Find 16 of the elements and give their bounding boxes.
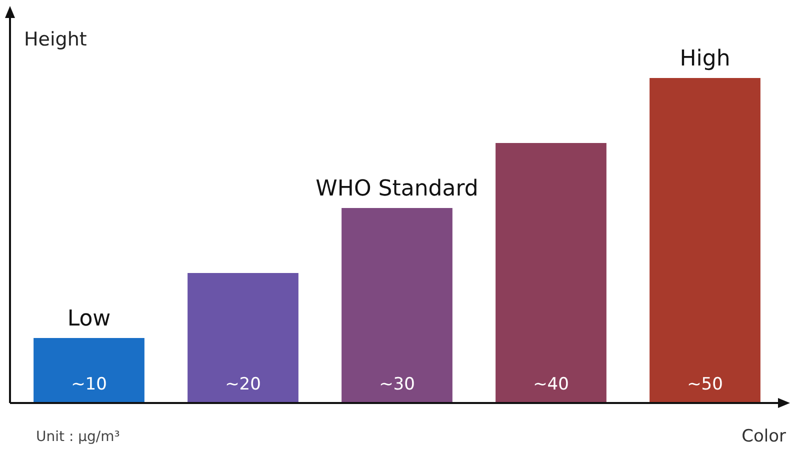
annotation: Low [67, 306, 111, 332]
data-label: ~50 [687, 374, 723, 394]
data-label: ~40 [533, 374, 569, 394]
annotation: WHO Standard [316, 176, 478, 202]
data-label: ~20 [225, 374, 261, 394]
x-axis-title: Color [742, 426, 786, 446]
data-label: ~30 [379, 374, 415, 394]
data-label: ~10 [71, 374, 107, 394]
bar [496, 143, 606, 403]
bar [650, 78, 760, 403]
annotation: High [680, 46, 730, 72]
bar [34, 338, 144, 403]
y-axis-title: Height [24, 28, 87, 50]
bar [342, 208, 452, 403]
bar [188, 273, 298, 403]
text: Unit : μg/m³ [36, 429, 120, 445]
